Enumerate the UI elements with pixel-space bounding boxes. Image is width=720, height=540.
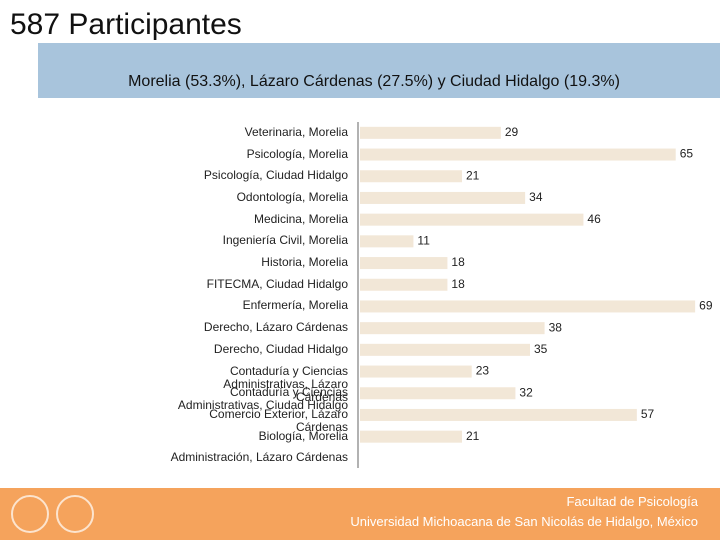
category-label: Historia, Morelia bbox=[261, 255, 348, 270]
bar bbox=[360, 148, 676, 161]
category-label: Comercio Exterior, Lázaro Cárdenas bbox=[209, 406, 348, 434]
value-label: 46 bbox=[587, 212, 601, 226]
value-label: 65 bbox=[680, 147, 694, 161]
category-label: Medicina, Morelia bbox=[253, 211, 348, 226]
category-label: Ingeniería Civil, Morelia bbox=[222, 233, 348, 248]
category-label: Derecho, Ciudad Hidalgo bbox=[213, 341, 348, 356]
category-label: Odontología, Morelia bbox=[236, 189, 348, 204]
category-label: Administración, Lázaro Cárdenas bbox=[170, 450, 348, 465]
bar bbox=[360, 408, 637, 421]
category-label: Psicología, Ciudad Hidalgo bbox=[203, 168, 348, 183]
bar bbox=[360, 191, 526, 204]
category-label: FITECMA, Ciudad Hidalgo bbox=[206, 276, 348, 291]
value-label: 18 bbox=[451, 255, 465, 269]
value-label: 35 bbox=[534, 342, 548, 356]
category-label: Psicología, Morelia bbox=[246, 146, 348, 161]
footer-line: Universidad Michoacana de San Nicolás de… bbox=[350, 514, 698, 529]
bar bbox=[360, 213, 584, 226]
bar bbox=[360, 365, 472, 378]
category-label: Enfermería, Morelia bbox=[242, 298, 348, 313]
value-label: 23 bbox=[476, 364, 490, 378]
bar bbox=[360, 170, 462, 183]
value-label: 18 bbox=[451, 277, 465, 291]
footer-line: Facultad de Psicología bbox=[566, 494, 698, 509]
bar bbox=[360, 430, 462, 443]
value-label: 69 bbox=[699, 299, 713, 313]
bar bbox=[360, 322, 545, 335]
bar bbox=[360, 300, 696, 313]
bar bbox=[360, 235, 414, 248]
bar bbox=[360, 343, 530, 356]
category-label: Biología, Morelia bbox=[258, 428, 348, 443]
bar bbox=[360, 278, 448, 291]
value-label: 57 bbox=[641, 407, 655, 421]
category-label: Derecho, Lázaro Cárdenas bbox=[203, 320, 348, 335]
value-label: 21 bbox=[466, 429, 480, 443]
value-label: 11 bbox=[417, 234, 430, 248]
category-label: Contaduría y Ciencias Administrativas, L… bbox=[223, 363, 348, 404]
logos bbox=[11, 495, 94, 533]
bar bbox=[360, 387, 516, 400]
value-label: 38 bbox=[549, 320, 563, 334]
slide-title: 587 Participantes bbox=[10, 8, 242, 41]
value-label: 21 bbox=[466, 168, 480, 182]
category-label: Veterinaria, Morelia bbox=[244, 124, 348, 139]
banner-text: Morelia (53.3%), Lázaro Cárdenas (27.5%)… bbox=[128, 73, 620, 90]
value-label: 32 bbox=[519, 385, 533, 399]
bar bbox=[360, 126, 501, 139]
bar bbox=[360, 257, 448, 270]
category-label: Contaduría y Ciencias Administrativas, C… bbox=[177, 385, 348, 413]
value-label: 34 bbox=[529, 190, 543, 204]
banner: Morelia (53.3%), Lázaro Cárdenas (27.5%)… bbox=[38, 43, 720, 98]
value-label: 29 bbox=[505, 125, 519, 139]
footer: Facultad de Psicología Universidad Micho… bbox=[0, 488, 720, 540]
